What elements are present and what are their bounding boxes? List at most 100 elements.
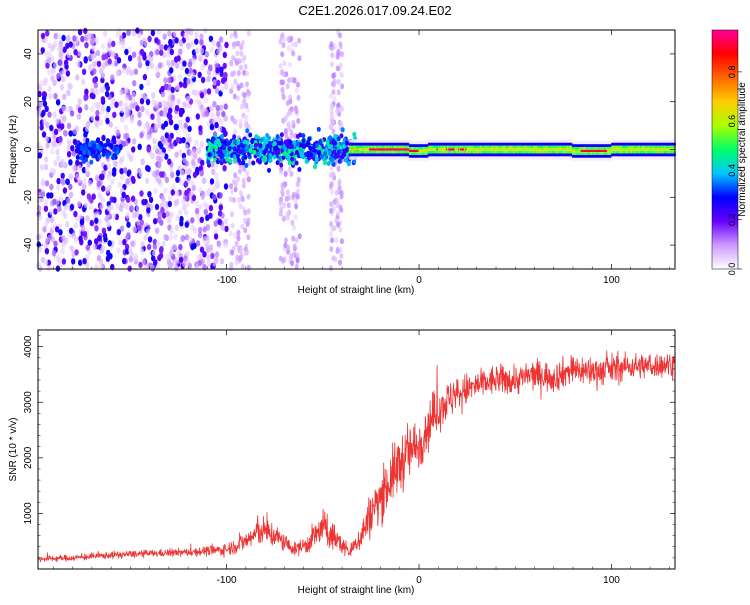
spectrogram-cell [178, 48, 183, 55]
spectrogram-cell [81, 189, 86, 196]
spectrogram-cell [292, 140, 297, 146]
spectrogram-cell [138, 214, 143, 221]
spectrogram-cell [84, 88, 89, 95]
spectrogram-cell [153, 259, 158, 266]
spectrogram-cell [77, 98, 82, 105]
spectrogram-cell [68, 159, 73, 166]
spectrogram-cell [167, 77, 172, 84]
spectrogram-cell [120, 201, 126, 208]
spectrogram-cell [236, 140, 240, 146]
spectrogram-cell [338, 204, 343, 211]
spectrogram-cell [40, 178, 46, 185]
spectrogram-cell [232, 70, 237, 76]
spectrogram-cell [293, 198, 298, 205]
spectrogram-cell [203, 27, 208, 34]
spectrogram-cell [194, 38, 199, 45]
spectrogram-cell [329, 246, 334, 252]
spectrogram-cell [153, 187, 158, 194]
spectrogram-cell [268, 153, 273, 158]
spectrogram-cell [156, 116, 161, 124]
spectrogram-cell [101, 148, 106, 154]
spectrogram-xlabel: Height of straight line (km) [298, 285, 415, 296]
spectrogram-cell [95, 49, 101, 57]
spectrogram-cell [80, 78, 86, 85]
spectrogram-cell [69, 204, 75, 211]
spectrogram-cell [278, 38, 283, 45]
spectrogram-cell [313, 164, 317, 170]
spectrogram-cell [233, 186, 238, 193]
spectrogram-cell [103, 143, 108, 148]
spectrogram-cell [265, 133, 270, 138]
spectrogram-cell [61, 67, 67, 75]
spectrogram-cell [43, 259, 49, 266]
spectrogram-cell [338, 226, 343, 233]
spectrogram-cell [146, 54, 151, 61]
spectrogram-cell [110, 74, 115, 81]
spectrogram-cell [89, 106, 95, 113]
spectrogram-cell [89, 33, 95, 41]
spectrogram-cell [177, 73, 183, 81]
spectrogram-cell [159, 171, 164, 178]
spectrogram-cell [213, 228, 218, 235]
spectrogram-cell [42, 100, 48, 108]
spectrogram-cell [212, 79, 217, 86]
spectrogram-cell [163, 100, 168, 108]
spectrogram-cell [109, 143, 114, 149]
spectrogram-cell [108, 253, 113, 260]
spectrogram-cell [329, 92, 333, 99]
spectrogram-cell [165, 253, 170, 260]
spectrogram-cell [295, 193, 300, 200]
spectrogram-cell [119, 225, 125, 232]
spectrogram-cell [145, 79, 151, 87]
spectrogram-cell [190, 217, 195, 224]
spectrogram-cell [65, 221, 70, 228]
spectrogram-cell [244, 163, 249, 168]
spectrogram-cell [199, 216, 204, 223]
spectrogram-cell [191, 148, 197, 155]
spectrogram-cell [229, 88, 234, 95]
spectrogram-cell [194, 139, 199, 147]
spectrogram-cell [175, 136, 180, 144]
spectrogram-cell [55, 148, 60, 156]
spectrogram-cell [63, 59, 69, 66]
spectrogram-cell [40, 191, 45, 198]
spectrogram-cell [194, 207, 200, 215]
spectrogram-cell [336, 50, 341, 57]
spectrogram-cell [234, 240, 239, 247]
snr-series-line [37, 350, 676, 563]
spectrogram-cell [328, 156, 333, 162]
spectrogram-cell [75, 159, 80, 166]
spectrogram-cell [70, 145, 75, 152]
spectrogram-cell [106, 173, 112, 181]
spectrogram-cell [60, 123, 65, 130]
spectrogram-cell [105, 84, 111, 92]
spectrogram-cell [282, 36, 287, 43]
spectrogram-cell [287, 77, 292, 84]
spectrogram-cell [44, 105, 49, 113]
spectrogram-cell [217, 218, 222, 225]
spectrogram-cell [223, 103, 228, 110]
spectrogram-cell [65, 42, 70, 49]
spectrogram-cell [204, 190, 209, 197]
spectrogram-cell [163, 77, 168, 84]
spectrogram-cell [50, 224, 55, 232]
spectrogram-cell [56, 255, 61, 262]
spectrogram-cell [289, 253, 294, 260]
spectrogram-cell [84, 42, 89, 49]
spectrogram-cell [240, 196, 245, 203]
spectrogram-cell [197, 71, 202, 79]
spectrogram-cell [220, 85, 225, 93]
spectrogram-cell [130, 175, 136, 183]
spectrogram-cell [181, 137, 186, 144]
spectrogram-cell [164, 132, 169, 139]
snr-xtick-label: -100 [217, 575, 237, 586]
spectrogram-cell [245, 70, 249, 77]
spectrogram-cell [53, 92, 58, 100]
spectrogram-cell [276, 149, 281, 155]
spectrogram-cell [137, 61, 143, 69]
spectrogram-cell [116, 228, 122, 236]
spectrogram-cell [36, 261, 41, 269]
spectrogram-cell [279, 132, 284, 138]
spectrogram-cell [101, 244, 106, 251]
spectrogram-cell [178, 209, 183, 216]
